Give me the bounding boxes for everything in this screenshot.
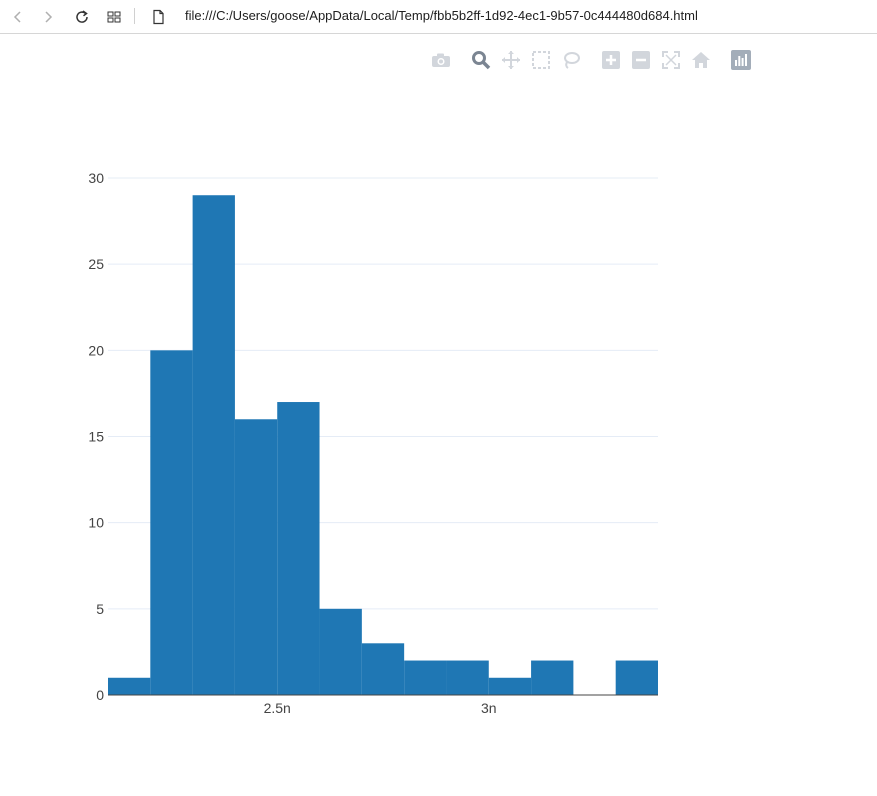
histogram-bar[interactable]	[108, 677, 151, 695]
histogram-bar[interactable]	[615, 660, 658, 695]
zoom-in-button[interactable]	[600, 49, 622, 71]
lasso-select-button[interactable]	[560, 49, 582, 71]
tabs-button[interactable]	[104, 7, 124, 27]
y-tick-label: 15	[88, 429, 104, 445]
y-tick-label: 30	[88, 170, 104, 186]
histogram-bar[interactable]	[361, 643, 405, 695]
histogram-bar[interactable]	[404, 660, 447, 695]
y-tick-label: 10	[88, 515, 104, 531]
y-tick-label: 0	[96, 687, 104, 703]
plot-modebar	[0, 0, 877, 80]
download-plot-button[interactable]	[430, 49, 452, 71]
toolbar-separator	[134, 8, 135, 24]
x-tick-label: 3n	[481, 700, 497, 716]
browser-toolbar: file:///C:/Users/goose/AppData/Local/Tem…	[0, 0, 877, 34]
pan-button[interactable]	[500, 49, 522, 71]
histogram-bar[interactable]	[234, 419, 278, 695]
histogram-bar[interactable]	[319, 608, 362, 695]
home-icon	[692, 52, 710, 68]
histogram-bars	[108, 195, 658, 696]
y-tick-label: 25	[88, 256, 104, 272]
histogram-bar[interactable]	[488, 677, 532, 695]
y-tick-label: 5	[96, 601, 104, 617]
reload-icon	[76, 10, 88, 23]
y-tick-label: 20	[88, 342, 104, 358]
histogram-bar[interactable]	[277, 402, 320, 695]
pan-icon	[502, 51, 520, 69]
histogram-bar[interactable]	[446, 660, 489, 695]
box-select-icon	[532, 51, 550, 69]
y-axis-ticks: 0 5 10 15 20 25 30	[88, 170, 104, 703]
tabs-grid-icon	[107, 11, 121, 23]
plotly-logo-button[interactable]	[730, 49, 752, 71]
histogram-bar[interactable]	[192, 195, 235, 695]
address-bar[interactable]: file:///C:/Users/goose/AppData/Local/Tem…	[185, 8, 698, 23]
camera-icon	[432, 53, 450, 67]
lasso-icon	[564, 52, 580, 69]
histogram-bar[interactable]	[531, 660, 574, 695]
zoom-button[interactable]	[470, 49, 492, 71]
reset-axes-button[interactable]	[690, 49, 712, 71]
x-tick-label: 2.5n	[264, 700, 291, 716]
reload-button[interactable]	[72, 7, 92, 27]
zoom-in-icon	[602, 51, 620, 69]
zoom-out-icon	[632, 51, 650, 69]
page-info-button[interactable]	[148, 7, 168, 27]
plotly-logo-icon	[731, 50, 751, 70]
histogram-bar[interactable]	[150, 350, 193, 695]
forward-icon	[45, 11, 53, 23]
box-select-button[interactable]	[530, 49, 552, 71]
zoom-icon	[472, 51, 491, 70]
file-icon	[153, 9, 164, 25]
back-button[interactable]	[8, 7, 28, 27]
back-icon	[13, 11, 21, 23]
autoscale-button[interactable]	[660, 49, 682, 71]
zoom-out-button[interactable]	[630, 49, 652, 71]
forward-button[interactable]	[38, 7, 58, 27]
x-axis-ticks: 2.5n 3n	[264, 700, 497, 716]
autoscale-icon	[662, 51, 680, 69]
